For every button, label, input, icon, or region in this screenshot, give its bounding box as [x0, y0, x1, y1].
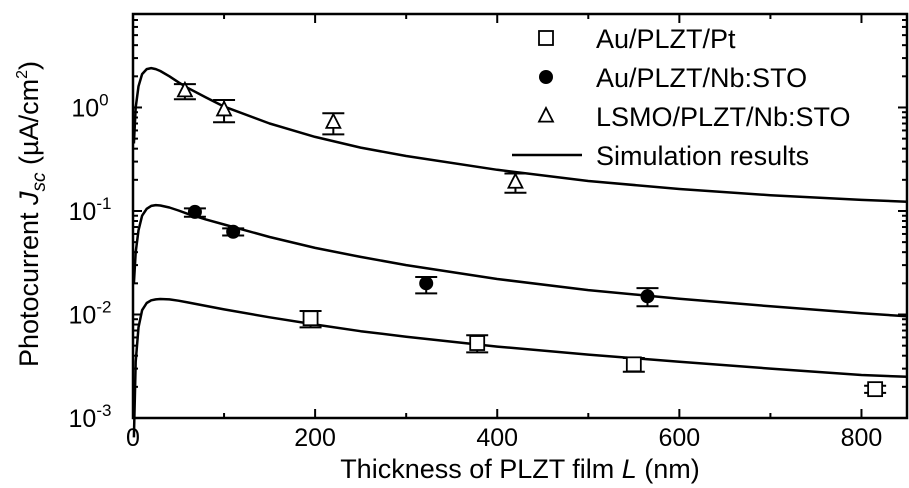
marker-filled-circle	[539, 70, 553, 84]
marker-open-triangle	[324, 112, 342, 129]
y-tick-labels: 10-3 10-2 10-1 100	[69, 90, 112, 433]
legend-label: Au/PLZT/Pt	[596, 24, 736, 54]
marker-open-triangle	[176, 80, 194, 98]
marker-open-square	[867, 381, 884, 398]
marker-open-square	[538, 30, 554, 46]
marker-open-square	[625, 356, 642, 373]
marker-open-square	[302, 310, 319, 327]
marker-filled-circle	[187, 204, 202, 219]
marker-open-square	[469, 335, 486, 351]
axis-ticks	[132, 13, 907, 419]
x-axis-label: Thickness of PLZT film L (nm)	[340, 454, 700, 484]
marker-open-triangle	[215, 99, 233, 117]
legend: Au/PLZT/Pt Au/PLZT/Nb:STO LSMO/PLZT/Nb:STO…	[512, 24, 851, 171]
y-axis-label: Photocurrent Jsc (µA/cm2)	[14, 61, 50, 367]
legend-label: LSMO/PLZT/Nb:STO	[596, 102, 851, 132]
x-tick-label: 600	[658, 424, 700, 452]
x-tick-label: 0	[126, 424, 140, 452]
legend-label: Au/PLZT/Nb:STO	[596, 63, 807, 93]
x-tick-label: 200	[294, 424, 336, 452]
y-tick-label: 10-3	[69, 401, 112, 433]
marker-open-triangle	[537, 105, 555, 123]
marker-filled-circle	[226, 224, 241, 239]
x-tick-labels: 0 200 400 600 800	[126, 424, 882, 452]
marker-filled-circle	[419, 276, 434, 291]
simulation-curves	[132, 66, 908, 438]
y-tick-label: 10-1	[69, 194, 112, 226]
marker-open-triangle	[506, 172, 524, 189]
simulation-curve	[132, 66, 908, 203]
simulation-curve	[132, 203, 908, 318]
simulation-curve	[132, 297, 908, 438]
x-tick-label: 400	[476, 424, 518, 452]
legend-label: Simulation results	[596, 141, 809, 171]
y-tick-label: 100	[71, 90, 108, 122]
marker-filled-circle	[640, 289, 655, 304]
data-points	[173, 80, 887, 398]
y-tick-label: 10-2	[69, 297, 112, 329]
x-tick-label: 800	[841, 424, 883, 452]
